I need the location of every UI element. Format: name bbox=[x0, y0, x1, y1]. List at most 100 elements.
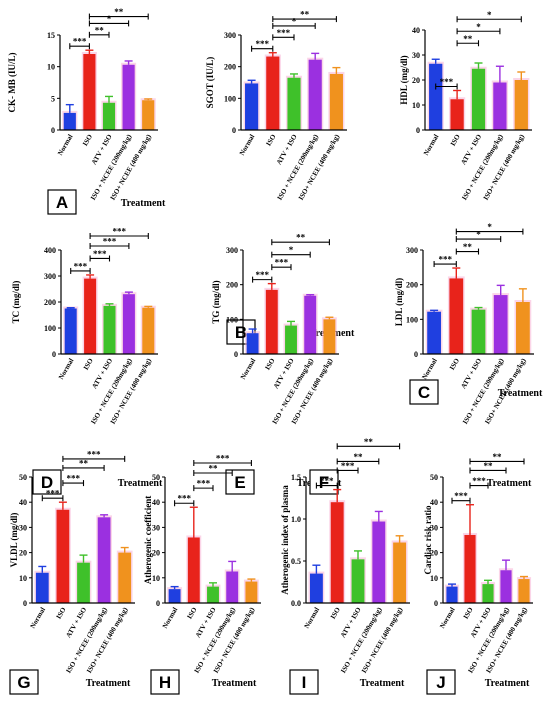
significance-label: *** bbox=[197, 479, 211, 489]
bar bbox=[102, 102, 116, 130]
bar bbox=[77, 562, 90, 603]
y-axis-title: CK- MB (IU/L) bbox=[7, 53, 17, 113]
bar bbox=[500, 570, 512, 603]
bar bbox=[304, 295, 317, 354]
bar bbox=[427, 311, 441, 354]
panel-letter: G bbox=[17, 673, 30, 692]
significance-label: *** bbox=[255, 270, 269, 280]
x-tick-label: ATV + ISO bbox=[459, 133, 483, 167]
bar bbox=[323, 319, 336, 354]
y-tick-label: 20 bbox=[19, 549, 27, 558]
bar bbox=[309, 573, 323, 603]
bar bbox=[329, 73, 343, 130]
bar bbox=[245, 581, 258, 603]
y-tick-label: 300 bbox=[406, 246, 418, 255]
bar bbox=[493, 295, 508, 354]
y-tick-label: 0 bbox=[51, 126, 55, 135]
y-tick-label: 100 bbox=[226, 315, 238, 324]
y-tick-label: 0 bbox=[434, 599, 438, 608]
y-tick-label: 1.0 bbox=[291, 515, 301, 524]
x-tick-label: ISO+ NCEE (400 mg/kg) bbox=[85, 605, 130, 674]
bar bbox=[64, 308, 77, 354]
x-axis-title: Treatment bbox=[360, 678, 405, 689]
significance-label: *** bbox=[320, 476, 334, 486]
x-tick-label: ISO+ NCEE (400 mg/kg) bbox=[360, 605, 405, 674]
panel-letter-box bbox=[47, 189, 77, 215]
significance-label: ** bbox=[354, 452, 364, 462]
x-tick-label: ISO + NCEE (200mg/kg) bbox=[460, 132, 505, 201]
panel-letter: C bbox=[418, 383, 430, 402]
significance-label: ** bbox=[463, 34, 473, 44]
x-tick-label: Normal bbox=[29, 606, 47, 630]
y-tick-label: 30 bbox=[412, 51, 420, 60]
x-tick-label: Normal bbox=[303, 606, 321, 630]
y-tick-label: 0 bbox=[232, 126, 236, 135]
y-tick-label: 100 bbox=[406, 315, 418, 324]
y-tick-label: 10 bbox=[19, 574, 27, 583]
y-tick-label: 200 bbox=[44, 298, 56, 307]
significance-label: ** bbox=[209, 464, 219, 474]
bar bbox=[63, 112, 76, 130]
x-tick-label: ISO bbox=[448, 357, 461, 372]
significance-label: *** bbox=[66, 474, 80, 484]
y-tick-label: 100 bbox=[44, 324, 56, 333]
y-tick-label: 30 bbox=[430, 523, 438, 532]
panel-letter: F bbox=[319, 473, 329, 492]
y-tick-label: 20 bbox=[152, 549, 160, 558]
significance-label: * bbox=[107, 14, 112, 24]
bar bbox=[308, 59, 322, 131]
significance-label: *** bbox=[255, 39, 269, 49]
bar bbox=[97, 517, 111, 603]
bar bbox=[122, 64, 135, 130]
y-tick-label: 40 bbox=[19, 498, 27, 507]
y-tick-label: 100 bbox=[224, 94, 236, 103]
significance-label: *** bbox=[87, 449, 101, 459]
y-tick-label: 0 bbox=[414, 350, 418, 359]
x-tick-label: Normal bbox=[238, 133, 256, 157]
bar bbox=[482, 584, 494, 603]
panel-letter-box bbox=[9, 669, 39, 695]
y-axis-title: TG (mg/dl) bbox=[211, 280, 221, 323]
bar bbox=[351, 559, 365, 603]
bar bbox=[265, 289, 278, 354]
panel-letter-box bbox=[289, 669, 319, 695]
x-tick-label: ISO bbox=[462, 606, 475, 621]
bar bbox=[226, 571, 239, 603]
y-tick-label: 10 bbox=[412, 101, 420, 110]
x-tick-label: Normal bbox=[56, 133, 74, 157]
y-tick-label: 200 bbox=[226, 281, 238, 290]
panel-letter: J bbox=[436, 673, 445, 692]
x-tick-label: ISO bbox=[82, 357, 95, 372]
bar bbox=[516, 302, 530, 354]
significance-label: *** bbox=[440, 77, 454, 87]
bar bbox=[103, 305, 116, 354]
significance-label: * bbox=[487, 222, 492, 232]
x-axis-title: Treatment bbox=[498, 388, 543, 399]
y-axis-title: LDL (mg/dl) bbox=[394, 278, 404, 326]
x-tick-label: ISO bbox=[329, 606, 342, 621]
significance-label: *** bbox=[46, 489, 60, 499]
x-axis-title: Treatment bbox=[212, 678, 257, 689]
bar bbox=[122, 294, 135, 354]
significance-label: *** bbox=[277, 28, 291, 38]
x-tick-label: Normal bbox=[57, 357, 75, 381]
significance-label: *** bbox=[74, 261, 88, 271]
y-tick-label: 0 bbox=[416, 126, 420, 135]
significance-label: ** bbox=[95, 25, 105, 35]
bar bbox=[429, 63, 443, 130]
significance-label: ** bbox=[114, 7, 124, 17]
bar bbox=[187, 537, 200, 603]
x-tick-label: Normal bbox=[161, 606, 179, 630]
x-tick-label: ISO+ NCEE (400 mg/kg) bbox=[482, 132, 527, 201]
significance-label: * bbox=[292, 16, 297, 26]
y-tick-label: 20 bbox=[412, 76, 420, 85]
significance-label: ** bbox=[79, 458, 89, 468]
bar bbox=[84, 278, 97, 354]
y-tick-label: 50 bbox=[430, 473, 438, 482]
bar bbox=[450, 99, 464, 130]
significance-label: *** bbox=[103, 237, 117, 247]
significance-label: * bbox=[476, 22, 481, 32]
